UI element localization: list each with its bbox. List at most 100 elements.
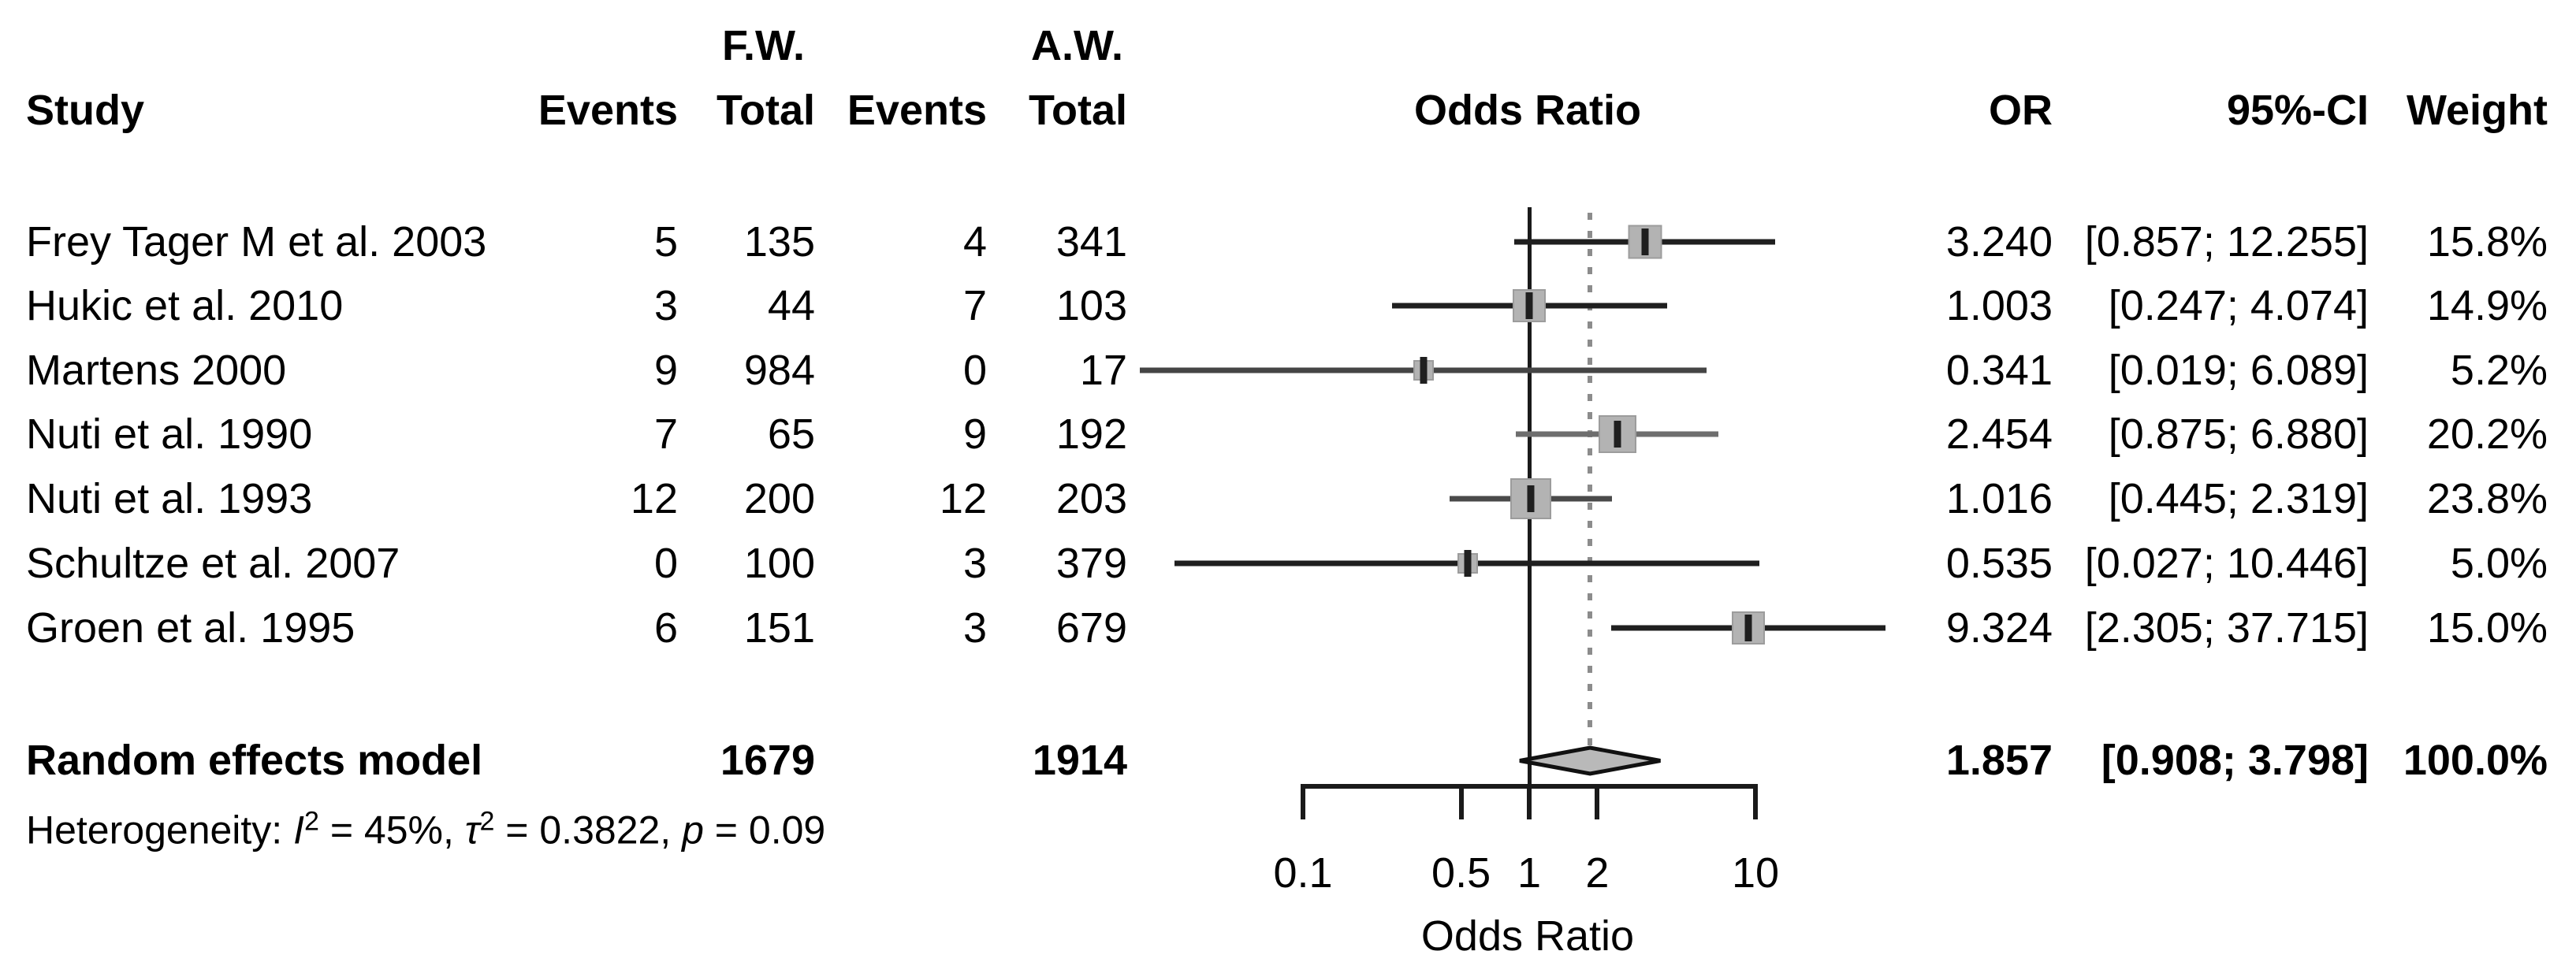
header-events-fw: Events [538, 87, 678, 134]
header-or: OR [1989, 87, 2053, 134]
study-label: Hukic et al. 2010 [26, 282, 344, 329]
axis-tick [1595, 784, 1600, 819]
header-aw-group: A.W. [1031, 22, 1123, 69]
point-estimate-marker [1464, 550, 1472, 577]
aw-events-value: 0 [962, 347, 987, 394]
fw-events-value: 9 [653, 347, 678, 394]
aw-events-value: 3 [962, 604, 987, 652]
study-label: Schultze et al. 2007 [26, 540, 400, 587]
aw-total-value: 192 [1055, 410, 1127, 458]
aw-events-value: 7 [962, 282, 987, 329]
aw-events-value: 4 [962, 218, 987, 266]
het-tau-exponent: 2 [479, 806, 495, 837]
fw-total-value: 44 [767, 282, 815, 329]
summary-weight-value: 100.0% [2403, 737, 2548, 784]
study-label: Frey Tager M et al. 2003 [26, 218, 487, 266]
pooled-estimate-dotted-line [1588, 213, 1593, 748]
weight-value: 14.9% [2426, 282, 2548, 329]
summary-or-value: 1.857 [1945, 737, 2053, 784]
axis-tick [1527, 784, 1532, 819]
header-total-fw: Total [717, 87, 815, 134]
header-events-aw: Events [847, 87, 987, 134]
axis-tick-label: 1 [1517, 849, 1542, 897]
study-label: Groen et al. 1995 [26, 604, 356, 652]
fw-events-value: 3 [653, 282, 678, 329]
axis-tick-label: 0.1 [1273, 849, 1333, 897]
het-i-value: = 45%, [318, 808, 465, 853]
fw-total-value: 984 [743, 347, 815, 394]
weight-value: 5.0% [2450, 540, 2548, 587]
or-value: 9.324 [1945, 604, 2053, 652]
study-label: Martens 2000 [26, 347, 287, 394]
header-weight: Weight [2407, 87, 2548, 134]
aw-total-value: 103 [1055, 282, 1127, 329]
summary-fw-total: 1679 [720, 737, 815, 784]
het-tau-value: = 0.3822, [494, 808, 683, 853]
axis-tick-label: 10 [1731, 849, 1780, 897]
weight-value: 23.8% [2426, 475, 2548, 522]
ci-value: [0.027; 10.446] [2084, 540, 2369, 587]
axis-tick [1458, 784, 1464, 819]
fw-events-value: 6 [653, 604, 678, 652]
or-value: 0.341 [1945, 347, 2053, 394]
ci-value: [0.857; 12.255] [2084, 218, 2369, 266]
ci-value: [0.875; 6.880] [2108, 410, 2369, 458]
weight-value: 5.2% [2450, 347, 2548, 394]
point-estimate-marker [1614, 421, 1621, 448]
header-plot-title: Odds Ratio [1413, 87, 1642, 134]
point-estimate-marker [1420, 357, 1428, 384]
fw-total-value: 151 [743, 604, 815, 652]
point-estimate-marker [1525, 292, 1533, 319]
axis-tick [1753, 784, 1758, 819]
study-label: Nuti et al. 1990 [26, 410, 313, 458]
aw-total-value: 341 [1055, 218, 1127, 266]
point-estimate-marker [1527, 485, 1535, 512]
aw-total-value: 17 [1079, 347, 1127, 394]
aw-total-value: 679 [1055, 604, 1127, 652]
ci-value: [0.019; 6.089] [2108, 347, 2369, 394]
point-estimate-marker [1641, 228, 1649, 255]
header-study: Study [26, 87, 145, 134]
axis-tick-label: 0.5 [1431, 849, 1491, 897]
fw-events-value: 12 [630, 475, 678, 522]
header-ci: 95%-CI [2226, 87, 2369, 134]
fw-events-value: 7 [653, 410, 678, 458]
het-i-exponent: 2 [304, 806, 319, 837]
fw-total-value: 65 [767, 410, 815, 458]
summary-label: Random effects model [26, 737, 483, 784]
weight-value: 15.8% [2426, 218, 2548, 266]
summary-aw-total: 1914 [1032, 737, 1127, 784]
fw-total-value: 135 [743, 218, 815, 266]
heterogeneity-note: Heterogeneity: I2 = 45%, τ2 = 0.3822, p … [26, 808, 825, 850]
aw-events-value: 9 [962, 410, 987, 458]
aw-total-value: 203 [1055, 475, 1127, 522]
ci-value: [0.247; 4.074] [2108, 282, 2369, 329]
summary-diamond [1519, 745, 1661, 776]
or-value: 2.454 [1945, 410, 2053, 458]
summary-ci-value: [0.908; 3.798] [2101, 737, 2369, 784]
aw-events-value: 3 [962, 540, 987, 587]
axis-title: Odds Ratio [1420, 912, 1635, 960]
het-p-symbol: p [682, 808, 704, 853]
or-value: 1.003 [1945, 282, 2053, 329]
axis-tick-label: 2 [1585, 849, 1610, 897]
or-value: 1.016 [1945, 475, 2053, 522]
ci-value: [2.305; 37.715] [2084, 604, 2369, 652]
fw-events-value: 5 [653, 218, 678, 266]
weight-value: 20.2% [2426, 410, 2548, 458]
fw-total-value: 100 [743, 540, 815, 587]
het-i-symbol: I [293, 808, 304, 853]
ci-value: [0.445; 2.319] [2108, 475, 2369, 522]
fw-events-value: 0 [653, 540, 678, 587]
study-label: Nuti et al. 1993 [26, 475, 313, 522]
point-estimate-marker [1744, 615, 1752, 641]
het-tau-symbol: τ [464, 808, 480, 853]
aw-events-value: 12 [939, 475, 987, 522]
het-p-value: = 0.09 [703, 808, 826, 853]
axis-tick [1301, 784, 1305, 819]
header-total-aw: Total [1029, 87, 1127, 134]
weight-value: 15.0% [2426, 604, 2548, 652]
or-value: 3.240 [1945, 218, 2053, 266]
or-value: 0.535 [1945, 540, 2053, 587]
